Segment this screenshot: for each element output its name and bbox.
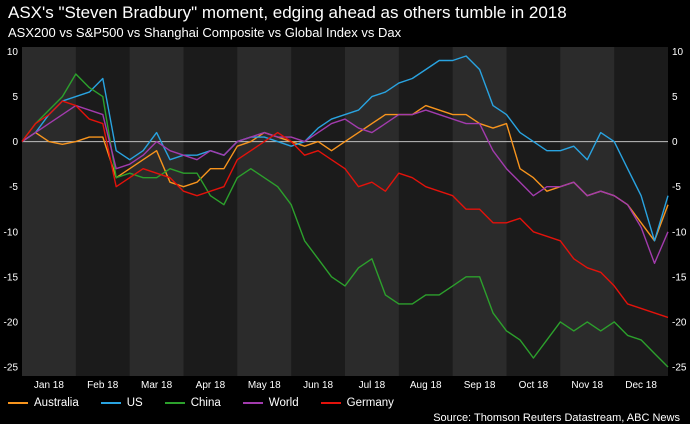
series-line-germany (21, 100, 669, 319)
y-tick-label-right: -15 (672, 272, 687, 283)
x-tick-label: Jun 18 (303, 380, 333, 391)
y-tick-label-left: -20 (4, 317, 19, 328)
y-tick-label-left: -5 (9, 182, 18, 193)
legend-swatch (242, 402, 263, 404)
legend-label: China (190, 397, 221, 409)
legend-item-australia: Australia (8, 397, 79, 409)
month-band (183, 47, 238, 376)
y-tick-label-right: -25 (672, 362, 687, 373)
y-tick-label-right: 10 (672, 47, 684, 58)
x-tick-label: Jan 18 (34, 380, 64, 391)
x-tick-label: Dec 18 (625, 380, 657, 391)
source-note: Source: Thomson Reuters Datastream, ABC … (433, 412, 680, 424)
x-tick-label: Mar 18 (141, 380, 173, 391)
y-tick-label-left: 0 (12, 137, 18, 148)
month-band (75, 47, 130, 376)
legend-label: Germany (346, 397, 394, 409)
legend-swatch (100, 402, 121, 404)
y-tick-label-left: -10 (4, 227, 19, 238)
legend-label: US (126, 397, 143, 409)
x-tick-label: Nov 18 (571, 380, 603, 391)
legend-label: Australia (34, 397, 79, 409)
y-tick-label-left: -25 (4, 362, 19, 373)
month-band (614, 47, 668, 376)
month-band (398, 47, 453, 376)
legend-item-china: China (164, 397, 221, 409)
x-tick-label: Aug 18 (410, 380, 442, 391)
y-tick-label-right: -20 (672, 317, 687, 328)
x-tick-label: Jul 18 (359, 380, 386, 391)
series-line-world (21, 104, 669, 264)
y-tick-label-left: -15 (4, 272, 19, 283)
x-tick-label: Apr 18 (196, 380, 226, 391)
series-line-china (21, 73, 669, 368)
month-band (291, 47, 345, 376)
x-tick-label: Sep 18 (464, 380, 496, 391)
legend-label: World (268, 397, 299, 409)
x-tick-label: May 18 (248, 380, 281, 391)
chart-subtitle: ASX200 vs S&P500 vs Shanghai Composite v… (8, 25, 402, 40)
y-tick-label-left: 5 (12, 92, 18, 103)
legend-item-us: US (100, 397, 143, 409)
legend-swatch (8, 402, 28, 404)
y-tick-label-right: 5 (672, 92, 678, 103)
y-tick-label-right: 0 (672, 137, 678, 148)
y-tick-label-left: 10 (7, 47, 19, 58)
x-tick-label: Oct 18 (519, 380, 549, 391)
legend-swatch (320, 402, 341, 404)
month-band (506, 47, 561, 376)
legend-swatch (164, 402, 185, 404)
series-line-us (21, 55, 669, 242)
legend-item-germany: Germany (320, 397, 394, 409)
chart-title: ASX's "Steven Bradbury" moment, edging a… (8, 3, 567, 22)
y-tick-label-right: -10 (672, 227, 687, 238)
legend-item-world: World (242, 397, 299, 409)
x-tick-label: Feb 18 (87, 380, 119, 391)
legend: Australia US China World Germany (8, 397, 394, 409)
y-tick-label-right: -5 (672, 182, 681, 193)
